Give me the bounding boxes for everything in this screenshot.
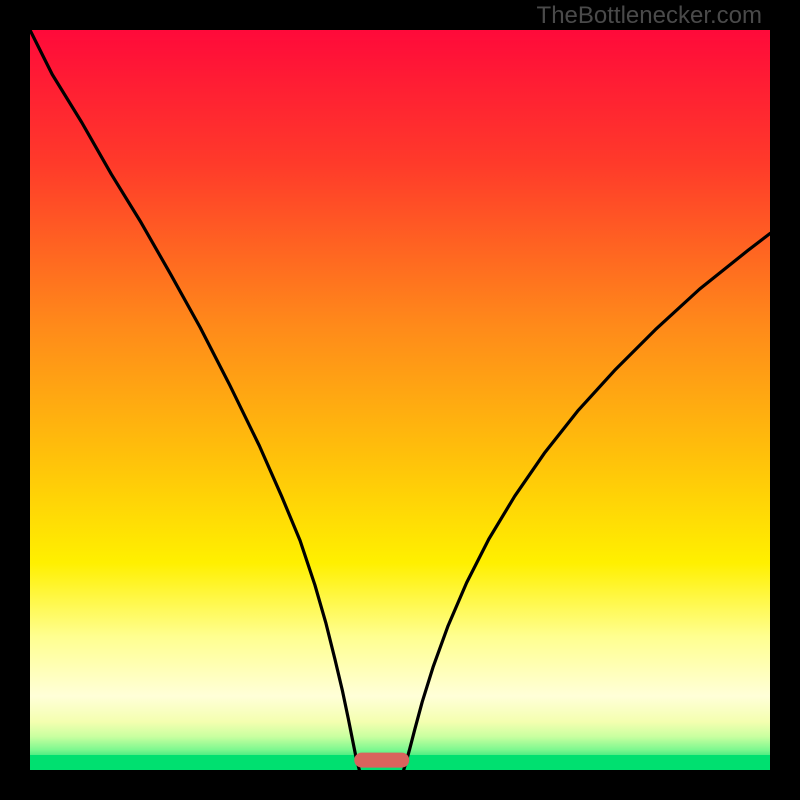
chart-frame: TheBottlenecker.com — [0, 0, 800, 800]
bottleneck-curves — [30, 30, 770, 770]
optimal-marker — [354, 753, 410, 768]
right-curve — [404, 234, 770, 771]
plot-area — [30, 30, 770, 770]
left-curve — [30, 30, 359, 770]
watermark-text: TheBottlenecker.com — [537, 2, 762, 30]
